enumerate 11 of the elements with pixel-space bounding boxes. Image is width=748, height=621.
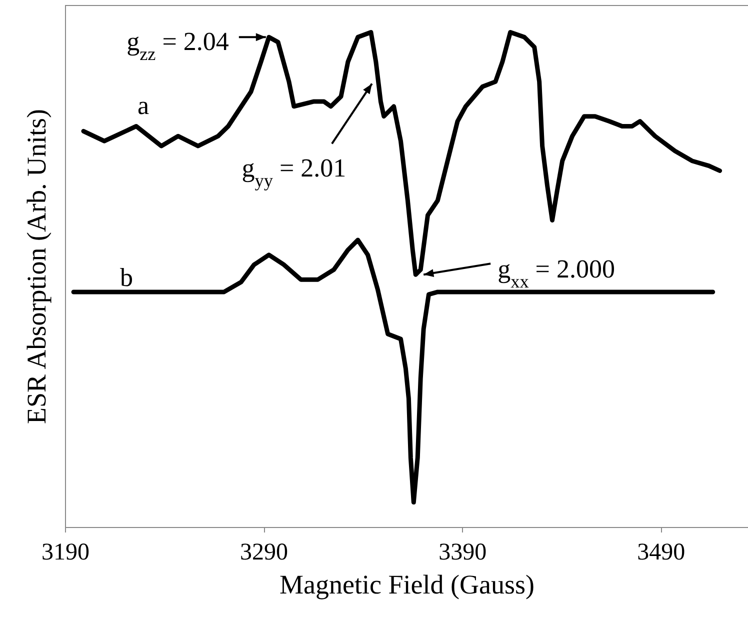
- series-label: a: [138, 91, 150, 120]
- annotation: g$_{xx}$ = 2.000: [498, 254, 615, 292]
- annotation: g$_{zz}$ = 2.04: [126, 27, 229, 64]
- x-tick-label: 3190: [42, 540, 90, 566]
- x-axis-title: Magnetic Field (Gauss): [280, 570, 534, 600]
- y-axis-title: ESR Absorption (Arb. Units): [22, 108, 52, 424]
- series-label: b: [120, 262, 134, 292]
- annotation: g$_{yy}$ = 2.01: [242, 154, 346, 191]
- x-tick-label: 3290: [240, 540, 288, 566]
- x-tick-label: 3390: [438, 540, 487, 566]
- x-tick-label: 3490: [637, 540, 686, 566]
